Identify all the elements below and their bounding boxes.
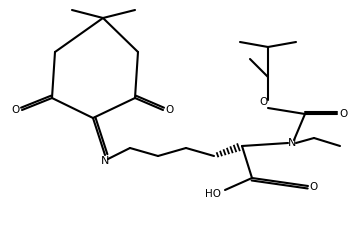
Text: O: O <box>259 97 267 107</box>
Text: N: N <box>101 156 109 166</box>
Text: N: N <box>288 138 296 148</box>
Text: O: O <box>310 182 318 192</box>
Text: HO: HO <box>205 189 221 199</box>
Text: O: O <box>166 105 174 115</box>
Text: O: O <box>340 109 348 119</box>
Text: O: O <box>11 105 19 115</box>
